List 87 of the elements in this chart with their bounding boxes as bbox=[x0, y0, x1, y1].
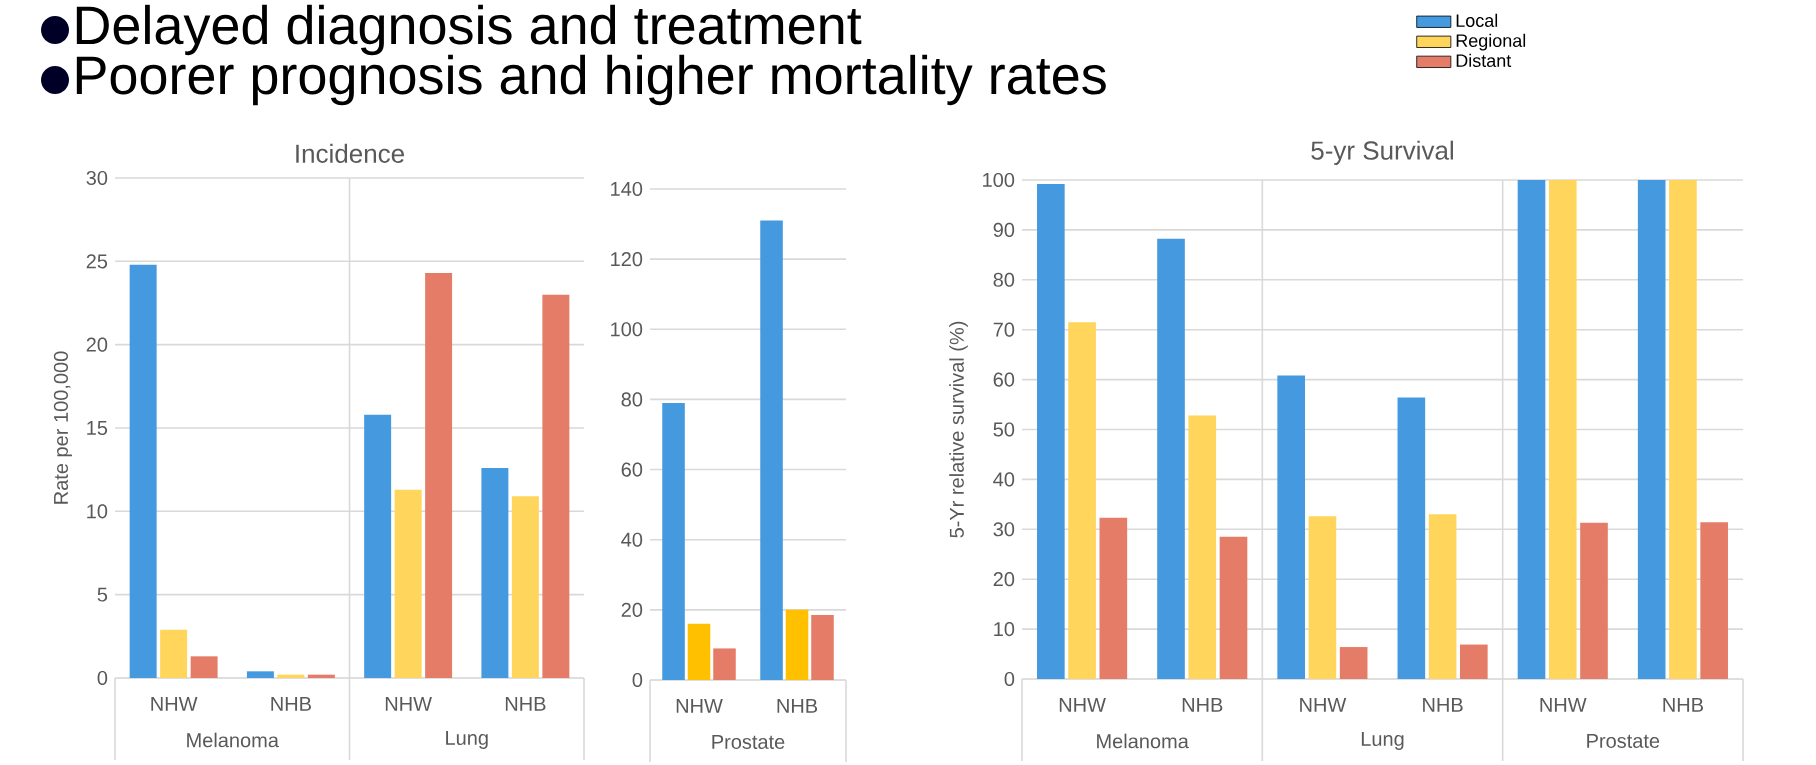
bar bbox=[662, 402, 685, 680]
text: Prostate bbox=[712, 735, 785, 749]
legend-label: Local bbox=[1456, 13, 1498, 27]
y-tick-label: 30 bbox=[86, 170, 108, 186]
bar bbox=[1188, 415, 1217, 679]
bar bbox=[1548, 179, 1577, 679]
y-tick-label: 100 bbox=[983, 172, 1015, 188]
y-tick-label: 25 bbox=[86, 254, 108, 269]
bar bbox=[1219, 536, 1248, 679]
bar bbox=[1308, 516, 1337, 679]
bar bbox=[1157, 238, 1185, 679]
y-tick-label: 20 bbox=[86, 337, 108, 352]
text: Melanoma bbox=[187, 732, 279, 748]
text: Lung bbox=[1361, 732, 1404, 750]
bar bbox=[394, 489, 422, 678]
x-tick-label: NHW bbox=[1540, 698, 1587, 712]
y-axis-title: 5-Yr relative survival (%) bbox=[949, 321, 968, 538]
bar bbox=[811, 615, 834, 680]
bar bbox=[1460, 644, 1488, 679]
y-tick-label: 10 bbox=[87, 504, 108, 519]
bar bbox=[160, 629, 188, 678]
bar bbox=[1397, 397, 1426, 679]
chart-title: 5-yr Survival bbox=[1311, 140, 1453, 165]
y-tick-label: 0 bbox=[632, 672, 643, 688]
y-tick-label: 80 bbox=[621, 392, 643, 407]
y-tick-label: 0 bbox=[1004, 671, 1015, 687]
bar bbox=[190, 656, 218, 678]
bar bbox=[1580, 522, 1608, 679]
y-tick-label: 60 bbox=[621, 462, 643, 477]
bar bbox=[1517, 179, 1546, 679]
bar bbox=[129, 264, 157, 678]
x-tick-label: NHB bbox=[1182, 698, 1223, 712]
bar bbox=[511, 496, 539, 678]
y-tick-label: 80 bbox=[993, 272, 1015, 287]
y-tick-label: 120 bbox=[611, 252, 643, 267]
bar bbox=[1099, 517, 1128, 679]
bar bbox=[760, 220, 783, 680]
bar bbox=[542, 294, 570, 678]
x-tick-label: NHW bbox=[1300, 698, 1347, 712]
y-tick-label: 90 bbox=[993, 222, 1015, 237]
y-tick-label: 140 bbox=[611, 181, 643, 197]
x-tick-label: NHB bbox=[777, 699, 818, 713]
text: Prostate bbox=[1587, 734, 1660, 748]
x-tick-label: NHB bbox=[1423, 698, 1463, 712]
y-tick-label: 30 bbox=[993, 522, 1015, 537]
y-tick-label: 20 bbox=[621, 602, 643, 617]
x-tick-label: NHW bbox=[151, 697, 198, 711]
bar bbox=[1339, 647, 1368, 679]
y-tick-label: 100 bbox=[611, 322, 643, 337]
bar bbox=[1700, 522, 1728, 679]
bar bbox=[364, 414, 392, 678]
bar bbox=[1637, 179, 1666, 679]
bar bbox=[1037, 183, 1065, 679]
x-tick-label: NHB bbox=[1663, 698, 1703, 712]
bar bbox=[246, 671, 274, 678]
bar bbox=[1669, 179, 1697, 679]
bar bbox=[687, 623, 711, 680]
y-tick-label: 60 bbox=[993, 372, 1015, 387]
y-tick-label: 0 bbox=[97, 670, 108, 686]
y-tick-label: 15 bbox=[87, 421, 108, 435]
y-tick-label: 10 bbox=[994, 622, 1015, 637]
text: Lung bbox=[446, 731, 488, 749]
y-tick-label: 40 bbox=[993, 472, 1015, 487]
chart-title: Incidence bbox=[296, 143, 404, 163]
y-tick-label: 70 bbox=[993, 322, 1015, 337]
bar bbox=[425, 272, 453, 678]
bar bbox=[785, 609, 809, 680]
x-tick-label: NHB bbox=[271, 697, 311, 711]
bar bbox=[481, 467, 509, 678]
text: Melanoma bbox=[1097, 733, 1189, 749]
y-tick-label: 20 bbox=[993, 572, 1015, 587]
legend-label: Distant bbox=[1456, 53, 1512, 68]
y-tick-label: 50 bbox=[993, 422, 1015, 437]
x-tick-label: NHW bbox=[385, 697, 432, 711]
bar bbox=[307, 674, 335, 678]
x-tick-label: NHW bbox=[676, 699, 723, 713]
bar bbox=[1068, 322, 1096, 679]
bar bbox=[1428, 514, 1457, 679]
y-tick-label: 40 bbox=[621, 532, 643, 547]
bar bbox=[1277, 375, 1305, 679]
y-tick-label: 5 bbox=[97, 587, 108, 602]
x-tick-label: NHB bbox=[505, 697, 546, 711]
legend-label: Regional bbox=[1456, 33, 1526, 51]
bar bbox=[713, 648, 736, 680]
x-tick-label: NHW bbox=[1059, 698, 1106, 712]
bar bbox=[277, 674, 305, 678]
y-axis-title: Rate per 100,000 bbox=[53, 351, 72, 504]
